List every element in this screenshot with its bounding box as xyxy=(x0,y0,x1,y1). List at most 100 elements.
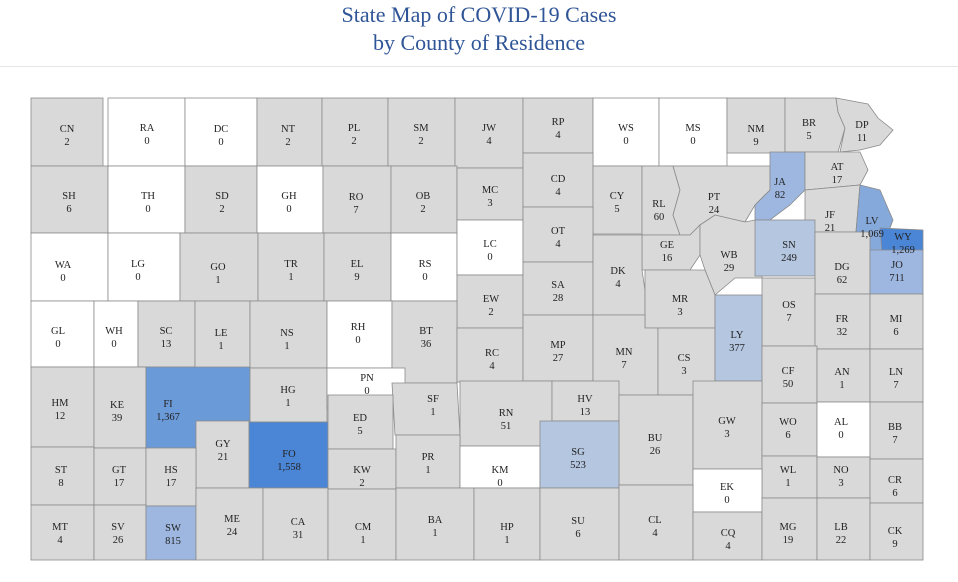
county-cm[interactable] xyxy=(327,488,397,561)
county-cd[interactable] xyxy=(522,152,594,208)
county-gh[interactable] xyxy=(256,165,324,234)
county-kw[interactable] xyxy=(327,448,397,490)
county-cases-ek: 0 xyxy=(724,495,729,506)
county-abbr-cl: CL xyxy=(648,515,661,526)
county-cases-jo: 711 xyxy=(889,273,904,284)
county-at[interactable] xyxy=(804,151,869,191)
county-dp[interactable] xyxy=(835,97,894,153)
county-abbr-mi: MI xyxy=(890,314,903,325)
county-mp[interactable] xyxy=(522,314,594,382)
county-gl[interactable] xyxy=(30,300,95,368)
county-ew[interactable] xyxy=(456,274,524,329)
county-abbr-jf: JF xyxy=(825,210,835,221)
county-rs[interactable] xyxy=(390,232,458,302)
county-abbr-lc: LC xyxy=(483,239,496,250)
county-cases-jf: 21 xyxy=(825,223,836,234)
county-sm[interactable] xyxy=(387,97,456,167)
county-ck[interactable] xyxy=(869,502,924,561)
county-sh[interactable] xyxy=(30,165,109,234)
county-ns[interactable] xyxy=(249,300,328,369)
county-sd[interactable] xyxy=(184,165,258,234)
county-dg[interactable] xyxy=(814,231,871,295)
county-nm[interactable] xyxy=(726,97,786,154)
county-ob[interactable] xyxy=(390,165,458,234)
county-hm[interactable] xyxy=(30,366,95,448)
county-abbr-gh: GH xyxy=(281,191,297,202)
county-ws[interactable] xyxy=(592,97,660,167)
county-abbr-wy: WY xyxy=(894,232,912,243)
county-abbr-rs: RS xyxy=(419,259,432,270)
county-os[interactable] xyxy=(761,277,816,347)
county-el[interactable] xyxy=(323,232,392,302)
county-fo[interactable] xyxy=(248,421,329,489)
county-cases-wb: 29 xyxy=(724,263,735,274)
county-sf[interactable] xyxy=(391,382,461,436)
county-me[interactable] xyxy=(195,487,264,561)
county-cases-sf: 1 xyxy=(430,407,435,418)
county-ln[interactable] xyxy=(869,348,924,403)
county-lg[interactable] xyxy=(107,232,181,302)
county-hp[interactable] xyxy=(473,487,541,561)
county-ra[interactable] xyxy=(107,97,186,167)
county-bu[interactable] xyxy=(618,394,694,486)
county-sn[interactable] xyxy=(754,219,816,277)
county-cr[interactable] xyxy=(869,458,924,504)
county-mi[interactable] xyxy=(869,293,924,350)
county-rn[interactable] xyxy=(459,380,553,447)
county-km[interactable] xyxy=(459,445,541,489)
county-cases-mi: 6 xyxy=(893,327,898,338)
county-bb[interactable] xyxy=(869,401,924,460)
county-ot[interactable] xyxy=(522,206,594,263)
county-dc[interactable] xyxy=(184,97,258,167)
county-abbr-sn: SN xyxy=(782,240,796,251)
county-cases-os: 7 xyxy=(786,313,791,324)
county-gt[interactable] xyxy=(93,447,147,506)
county-cn[interactable] xyxy=(30,97,104,167)
county-hg[interactable] xyxy=(249,367,328,423)
county-rc[interactable] xyxy=(456,327,524,383)
county-st[interactable] xyxy=(30,446,95,506)
county-go[interactable] xyxy=(179,232,259,302)
county-cases-tr: 1 xyxy=(288,272,293,283)
county-cases-rh: 0 xyxy=(355,335,360,346)
county-cases-hg: 1 xyxy=(285,398,290,409)
county-cases-ba: 1 xyxy=(432,528,437,539)
county-jo[interactable] xyxy=(869,249,924,295)
county-no[interactable] xyxy=(816,456,871,499)
county-wo[interactable] xyxy=(761,402,818,457)
county-th[interactable] xyxy=(107,165,186,234)
county-abbr-wh: WH xyxy=(105,326,123,337)
county-abbr-su: SU xyxy=(571,516,585,527)
county-sv[interactable] xyxy=(93,504,147,561)
county-sg[interactable] xyxy=(539,420,620,489)
county-ke[interactable] xyxy=(93,366,147,449)
county-an[interactable] xyxy=(816,348,871,403)
county-ed[interactable] xyxy=(327,394,394,450)
county-cases-dg: 62 xyxy=(837,275,848,286)
county-cf[interactable] xyxy=(761,345,818,404)
county-sw[interactable] xyxy=(145,505,197,561)
county-pl[interactable] xyxy=(321,97,389,167)
county-hv[interactable] xyxy=(551,380,620,422)
county-sa[interactable] xyxy=(522,261,594,316)
county-ms[interactable] xyxy=(658,97,728,167)
county-cases-sa: 28 xyxy=(553,293,564,304)
county-abbr-wb: WB xyxy=(721,250,738,261)
county-abbr-mp: MP xyxy=(550,340,565,351)
county-lb[interactable] xyxy=(816,497,871,561)
county-mt[interactable] xyxy=(30,504,95,561)
county-mc[interactable] xyxy=(456,167,524,221)
county-ly[interactable] xyxy=(714,294,763,382)
county-cy[interactable] xyxy=(592,165,643,235)
county-abbr-pl: PL xyxy=(348,123,360,134)
county-cases-no: 3 xyxy=(838,478,843,489)
county-hs[interactable] xyxy=(145,447,197,507)
county-ca[interactable] xyxy=(262,487,329,561)
county-ro[interactable] xyxy=(322,165,392,234)
county-cases-ca: 31 xyxy=(293,530,304,541)
county-abbr-mn: MN xyxy=(616,347,633,358)
county-cl[interactable] xyxy=(618,484,694,561)
county-wl[interactable] xyxy=(761,455,818,499)
county-cases-jw: 4 xyxy=(486,136,492,147)
